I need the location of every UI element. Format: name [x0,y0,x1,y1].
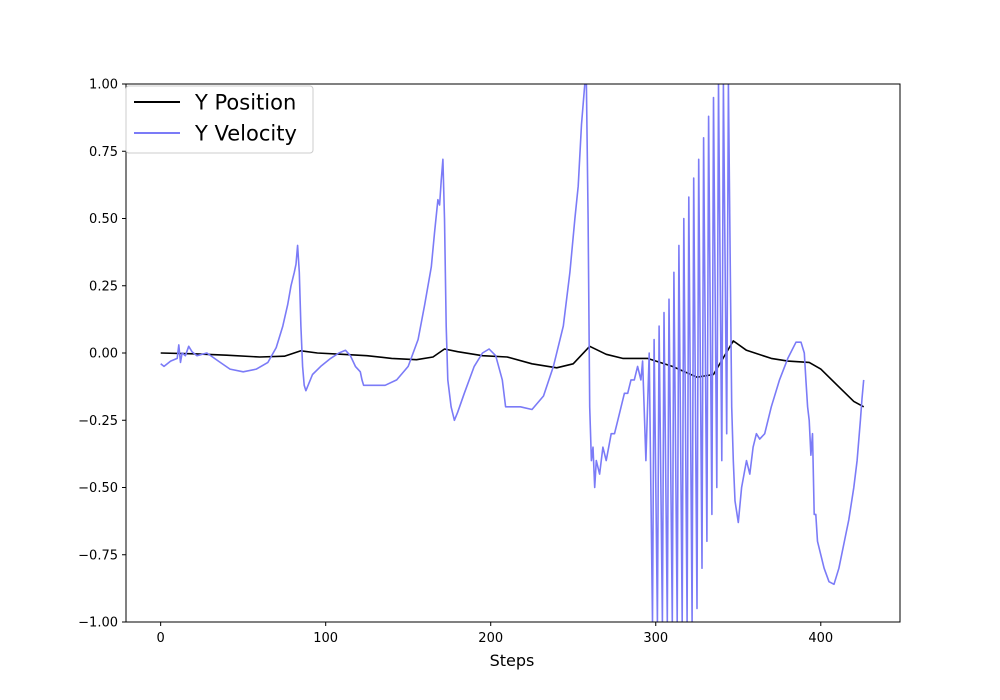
y-tick-label: 0.50 [89,212,118,227]
x-axis-label: Steps [490,651,535,670]
series-line-1 [160,84,865,622]
y-tick-label: 1.00 [89,78,118,93]
x-tick-label: 0 [157,631,165,646]
y-tick-label: −0.25 [78,414,118,429]
y-tick-label: 0.00 [89,347,118,362]
y-axis: −1.00 −0.75 −0.50 −0.25 0.00 0.25 0.50 0.75 1.00 [78,78,126,631]
y-tick-label: 0.25 [89,279,118,294]
y-tick-label: −0.50 [78,481,118,496]
series-layer [160,84,865,622]
y-tick-label: 0.75 [89,145,118,160]
y-tick-label: −0.75 [78,548,118,563]
x-tick-label: 400 [808,631,833,646]
x-tick-label: 200 [478,631,503,646]
plot-frame [125,83,901,623]
series-line-0 [160,340,865,408]
legend-label: Y Position [194,91,296,115]
legend-label: Y Velocity [194,122,297,146]
x-tick-label: 100 [313,631,338,646]
legend: Y Position Y Velocity [125,85,314,154]
x-tick-label: 300 [643,631,668,646]
y-tick-label: −1.00 [78,616,118,631]
x-axis: 0 100 200 300 400 [157,622,833,646]
